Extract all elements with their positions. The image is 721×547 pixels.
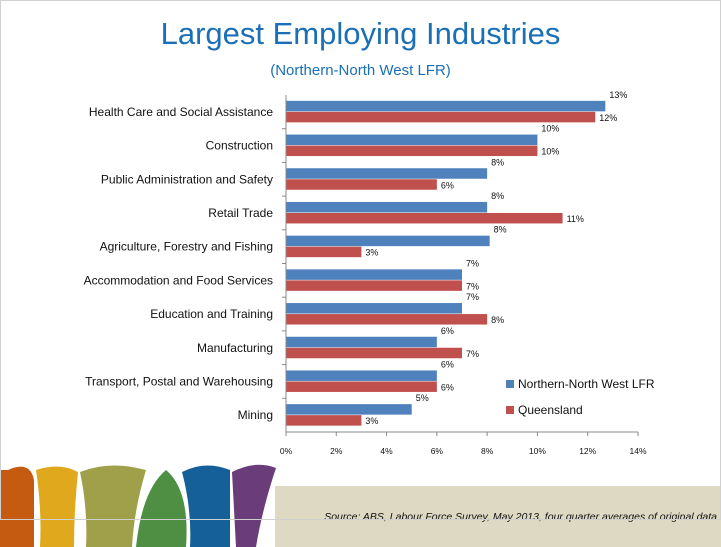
bar-queensland bbox=[286, 145, 538, 157]
data-label: 7% bbox=[466, 349, 479, 359]
logo-stripe-green bbox=[136, 470, 187, 547]
bar-northern-north-west-lfr bbox=[286, 201, 488, 213]
data-label: 7% bbox=[466, 258, 479, 268]
category-label: Retail Trade bbox=[208, 206, 273, 220]
x-tick-label: 14% bbox=[629, 446, 646, 456]
bar-queensland bbox=[286, 212, 563, 224]
x-tick-label: 0% bbox=[280, 446, 293, 456]
category-label: Public Administration and Safety bbox=[101, 172, 273, 186]
x-tick-label: 4% bbox=[380, 446, 393, 456]
bars bbox=[286, 100, 606, 426]
x-tick-label: 2% bbox=[330, 446, 343, 456]
data-label: 7% bbox=[466, 281, 479, 291]
data-label: 3% bbox=[365, 248, 378, 258]
footer-band bbox=[275, 486, 721, 547]
bar-queensland bbox=[286, 381, 437, 392]
bar-queensland bbox=[286, 314, 488, 325]
logo-stripe-gold bbox=[36, 466, 78, 547]
logo-stripe-purple bbox=[232, 464, 276, 547]
bar-chart: Health Care and Social Assistance Constru… bbox=[84, 90, 655, 456]
data-label: 8% bbox=[491, 315, 504, 325]
data-label: 7% bbox=[466, 292, 479, 302]
data-label: 10% bbox=[541, 147, 559, 157]
legend-label: Northern-North West LFR bbox=[518, 377, 655, 391]
data-label: 11% bbox=[567, 214, 584, 224]
bar-queensland bbox=[286, 111, 596, 123]
value-labels: 13%12%10%10%8%6%8%11%8%3%7%7%7%8%6%7%6%6… bbox=[365, 90, 627, 426]
bar-northern-north-west-lfr bbox=[286, 269, 462, 280]
data-label: 8% bbox=[491, 157, 504, 167]
data-label: 12% bbox=[599, 113, 617, 123]
data-label: 10% bbox=[541, 124, 559, 134]
category-labels: Health Care and Social Assistance Constru… bbox=[84, 105, 274, 422]
bar-queensland bbox=[286, 280, 462, 291]
chart-subtitle: (Northern-North West LFR) bbox=[270, 62, 451, 79]
category-label: Agriculture, Forestry and Fishing bbox=[100, 240, 273, 254]
category-label: Accommodation and Food Services bbox=[84, 273, 273, 287]
x-tick-label: 12% bbox=[579, 446, 596, 456]
bar-queensland bbox=[286, 179, 437, 190]
axes bbox=[282, 95, 639, 436]
logo-stripe-orange bbox=[0, 466, 34, 547]
data-label: 6% bbox=[441, 359, 454, 369]
logo-stripe-olive bbox=[80, 465, 146, 547]
bar-northern-north-west-lfr bbox=[286, 134, 538, 146]
source-note: Source: ABS, Labour Force Survey, May 20… bbox=[324, 511, 717, 523]
data-label: 8% bbox=[491, 191, 504, 201]
bar-queensland bbox=[286, 246, 362, 258]
bar-queensland bbox=[286, 415, 362, 426]
category-label: Mining bbox=[238, 408, 273, 422]
logo-stripe-blue bbox=[182, 465, 230, 547]
bar-northern-north-west-lfr bbox=[286, 235, 490, 247]
x-tick-label: 6% bbox=[431, 446, 444, 456]
x-tick-label: 10% bbox=[529, 446, 546, 456]
legend-swatch bbox=[506, 406, 514, 414]
legend-swatch bbox=[506, 380, 514, 388]
bar-northern-north-west-lfr bbox=[286, 404, 412, 415]
bar-northern-north-west-lfr bbox=[286, 336, 437, 348]
data-label: 8% bbox=[494, 225, 507, 235]
chart-title: Largest Employing Industries bbox=[160, 16, 561, 51]
data-label: 6% bbox=[441, 180, 454, 190]
data-label: 6% bbox=[441, 326, 454, 336]
bar-northern-north-west-lfr bbox=[286, 100, 606, 112]
bar-northern-north-west-lfr bbox=[286, 303, 462, 314]
category-label: Construction bbox=[206, 139, 273, 153]
x-tick-label: 8% bbox=[481, 446, 494, 456]
bar-northern-north-west-lfr bbox=[286, 370, 437, 381]
category-label: Education and Training bbox=[150, 307, 273, 321]
data-label: 6% bbox=[441, 382, 454, 392]
category-label: Health Care and Social Assistance bbox=[89, 105, 273, 119]
category-label: Transport, Postal and Warehousing bbox=[85, 374, 273, 388]
category-label: Manufacturing bbox=[197, 341, 273, 355]
data-label: 13% bbox=[609, 90, 627, 100]
legend-label: Queensland bbox=[518, 403, 583, 417]
x-tick-labels: 0% 2% 4% 6% 8% 10% 12% 14% bbox=[280, 446, 647, 456]
data-label: 3% bbox=[365, 416, 378, 426]
data-label: 5% bbox=[416, 393, 429, 403]
legend: Northern-North West LFR Queensland bbox=[506, 377, 655, 417]
bar-northern-north-west-lfr bbox=[286, 168, 488, 179]
decorative-logo-shapes bbox=[0, 464, 276, 547]
bar-queensland bbox=[286, 347, 462, 359]
